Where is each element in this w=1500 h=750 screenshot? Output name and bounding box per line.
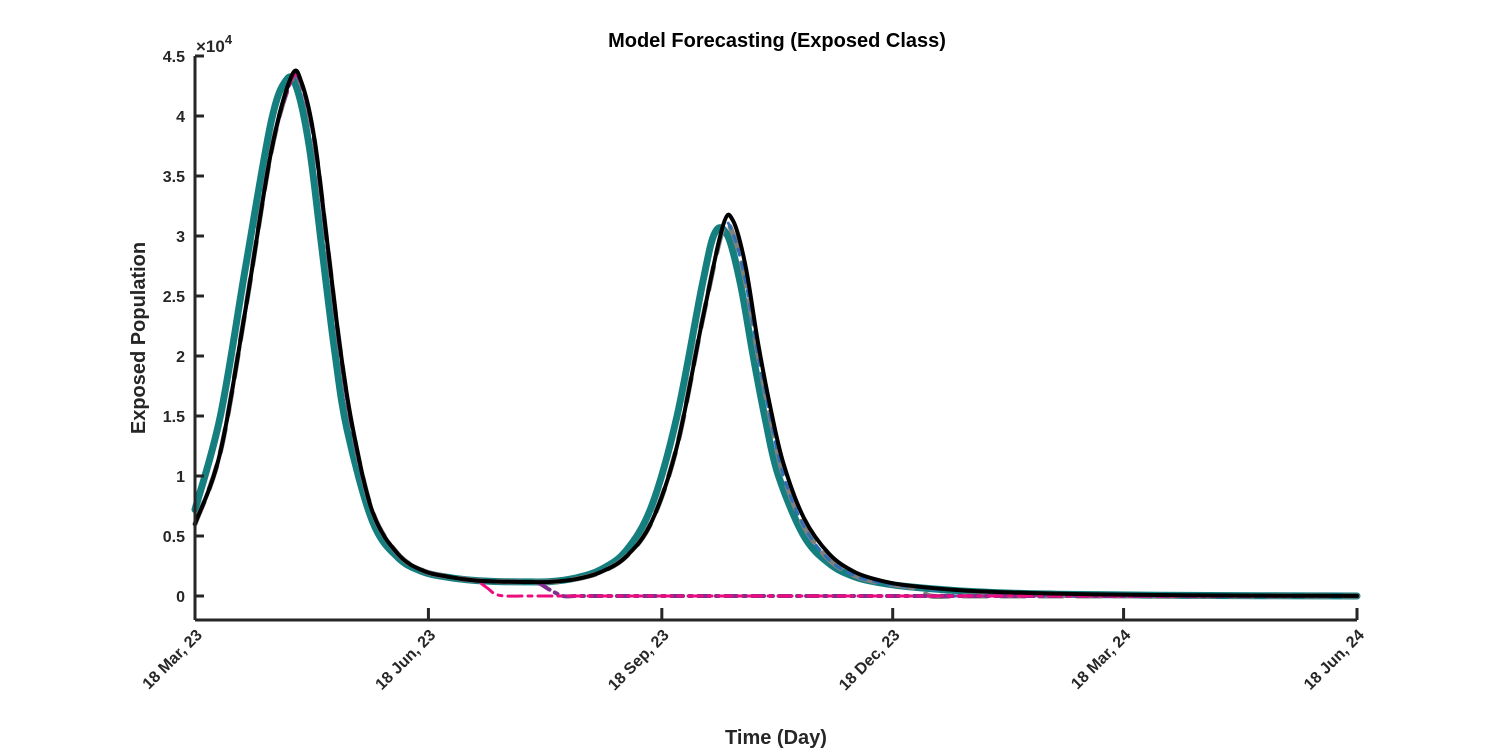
x-tick-label: 18 Mar, 23	[140, 627, 206, 693]
x-tick-label: 18 Jun, 24	[1301, 627, 1368, 694]
chart-title: Model Forecasting (Exposed Class)	[608, 30, 946, 52]
y-multiplier-exponent: 4	[225, 32, 233, 47]
y-tick-label: 3	[176, 229, 185, 246]
y-tick-label: 4.5	[163, 49, 185, 66]
y-tick-label: 2	[176, 349, 185, 366]
y-tick-label: 0.5	[163, 529, 185, 546]
x-tick-label: 18 Mar, 24	[1068, 627, 1134, 693]
plot-area: 0 0.5 1 1.5 2 2.5 3 3.5 4 4.5 18 Mar, 23 18 Jun, 2…	[140, 49, 1368, 694]
y-tick-label: 4	[176, 109, 185, 126]
series-line-black	[193, 68, 1359, 598]
series-line-teal	[191, 73, 1361, 600]
y-tick-label: 3.5	[163, 169, 185, 186]
x-axis-label: Time (Day)	[725, 727, 827, 749]
y-ticks: 0 0.5 1 1.5 2 2.5 3 3.5 4 4.5	[163, 49, 204, 606]
series-layer	[191, 68, 1361, 600]
y-tick-label: 1.5	[163, 409, 185, 426]
y-multiplier-base: ×10	[196, 37, 225, 56]
y-tick-label: 1	[176, 469, 185, 486]
y-multiplier: ×104	[196, 32, 233, 56]
x-tick-label: 18 Dec, 23	[836, 627, 903, 694]
y-tick-label: 2.5	[163, 289, 185, 306]
y-tick-label: 0	[176, 589, 185, 606]
x-tick-label: 18 Jun, 23	[372, 627, 439, 694]
x-tick-label: 18 Sep, 23	[605, 627, 672, 694]
y-axis-label: Exposed Population	[128, 242, 150, 434]
